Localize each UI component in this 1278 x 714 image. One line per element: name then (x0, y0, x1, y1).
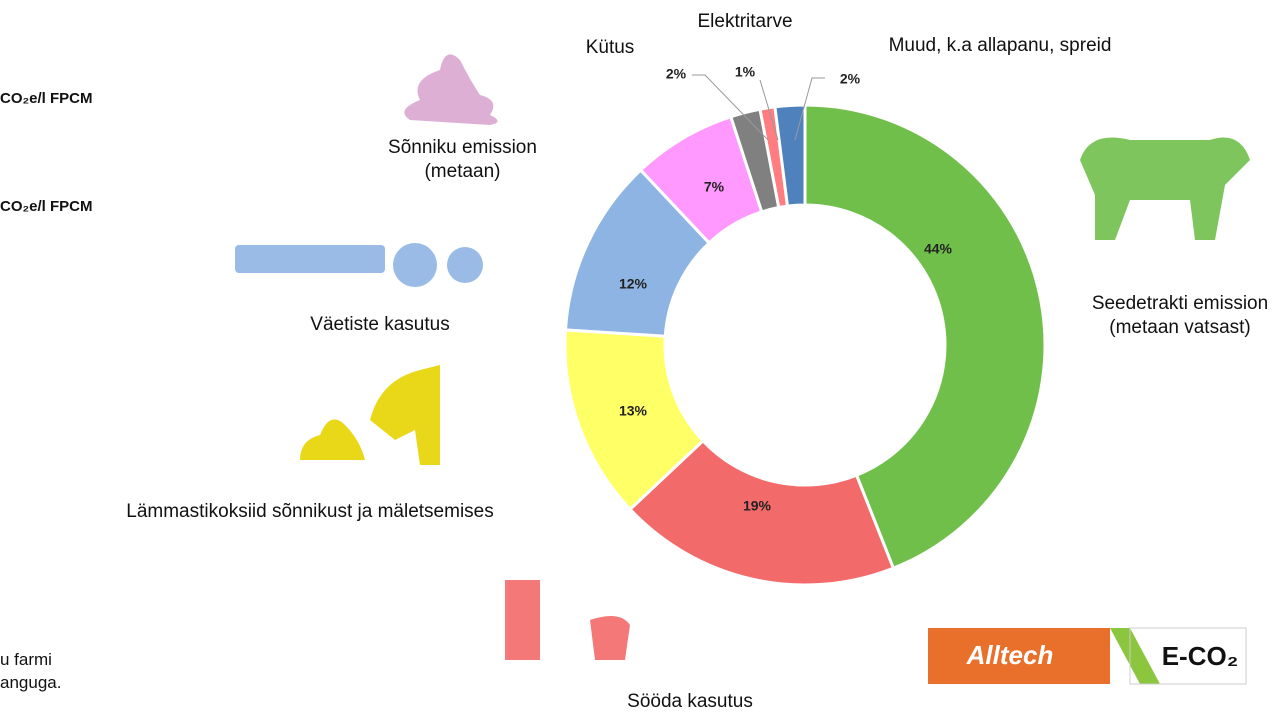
side-text: CO₂e/l FPCM (0, 90, 93, 107)
tractor-icon (235, 245, 385, 273)
category-label: Seedetrakti emission (metaan vatsast) (1091, 293, 1269, 338)
pictograms (235, 54, 1250, 660)
leader-line (759, 79, 779, 141)
value-label: 44% (924, 241, 953, 257)
cow-icon (370, 365, 440, 465)
value-label: 1% (735, 64, 756, 80)
category-label: Sõnniku emission (metaan) (388, 137, 537, 182)
manure-icon (404, 54, 498, 125)
logo-box (928, 628, 1110, 684)
category-label: Kütus (585, 37, 635, 58)
leader-line (692, 74, 769, 141)
category-label: Elektritarve (697, 11, 793, 32)
tractor-icon (447, 247, 483, 283)
value-label: 13% (619, 403, 648, 419)
logo-frame (1129, 627, 1247, 685)
logo: Alltech E-CO₂ (928, 627, 1247, 685)
tractor-icon (393, 243, 437, 287)
mill-icon (505, 580, 540, 660)
value-label: 12% (619, 276, 648, 292)
value-label: 2% (840, 71, 861, 87)
category-label: Sööda kasutus (627, 691, 753, 712)
n2o-icon (300, 419, 365, 460)
donut-segment (803, 103, 1047, 571)
logo-slash (1110, 628, 1160, 684)
mill-icon (590, 616, 630, 660)
donut-segment (627, 438, 896, 587)
leader-line (794, 77, 825, 141)
logo-product: E-CO₂ (1162, 641, 1239, 671)
side-text: CO₂e/l FPCM (0, 198, 93, 215)
value-label: 7% (704, 179, 725, 195)
side-text: anguga. (0, 673, 62, 692)
value-label: 19% (743, 498, 772, 514)
side-text: u farmi (0, 650, 52, 669)
logo-brand: Alltech (966, 640, 1054, 670)
value-label: 2% (666, 66, 687, 82)
category-label: Muud, k.a allapanu, spreid (888, 35, 1112, 56)
category-label: Väetiste kasutus (310, 314, 450, 335)
cow-icon (1080, 137, 1250, 240)
category-label: Lämmastikoksiid sõnnikust ja mäletsemise… (126, 501, 494, 522)
